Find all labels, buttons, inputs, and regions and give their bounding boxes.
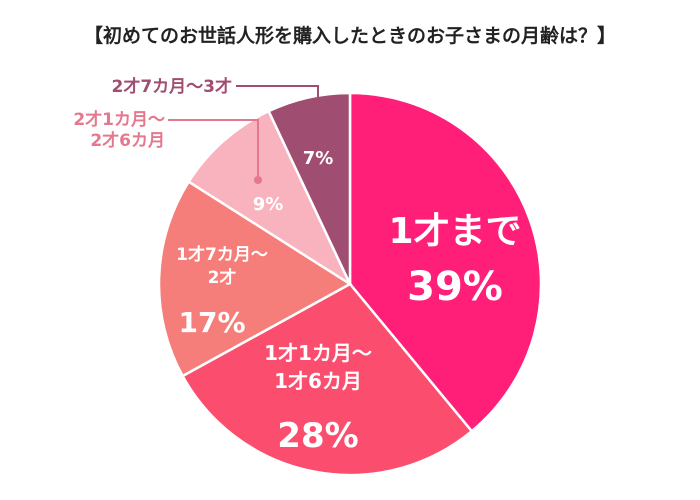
slice-value-2: 17%	[178, 306, 245, 339]
pie-slice-2	[157, 179, 353, 378]
pie-slice-0	[348, 91, 543, 433]
slice-value-4: 7%	[303, 148, 334, 169]
pie-slice-4	[267, 91, 352, 285]
slice-value-1: 28%	[277, 416, 358, 456]
slice-leader-dot-3	[254, 176, 262, 184]
slice-value-3: 9%	[253, 194, 284, 215]
slice-leader-4	[236, 85, 319, 128]
slice-leader-dot-4	[314, 126, 322, 134]
pie-labels: 1才まで 39% 1才1カ月〜 1才6カ月 28% 1才7カ月〜 2才 17% 9% 2才1カ月〜…	[73, 76, 521, 456]
slice-label-1: 1才1カ月〜 1才6カ月	[264, 341, 372, 393]
slice-label-3: 2才1カ月〜 2才6カ月	[73, 109, 165, 151]
pie-slice-1	[180, 282, 474, 477]
slice-label-0: 1才まで	[388, 211, 521, 252]
chart-title: 【初めてのお世話人形を購入したときのお子さまの月齢は？】	[84, 24, 616, 47]
slice-value-0: 39%	[407, 264, 503, 310]
pie-slices	[157, 91, 543, 477]
pie-slice-3	[187, 109, 353, 288]
slice-label-4: 2才7カ月〜3才	[112, 76, 233, 97]
slice-leader-3	[168, 119, 259, 178]
slice-label-2: 1才7カ月〜 2才	[176, 244, 268, 288]
